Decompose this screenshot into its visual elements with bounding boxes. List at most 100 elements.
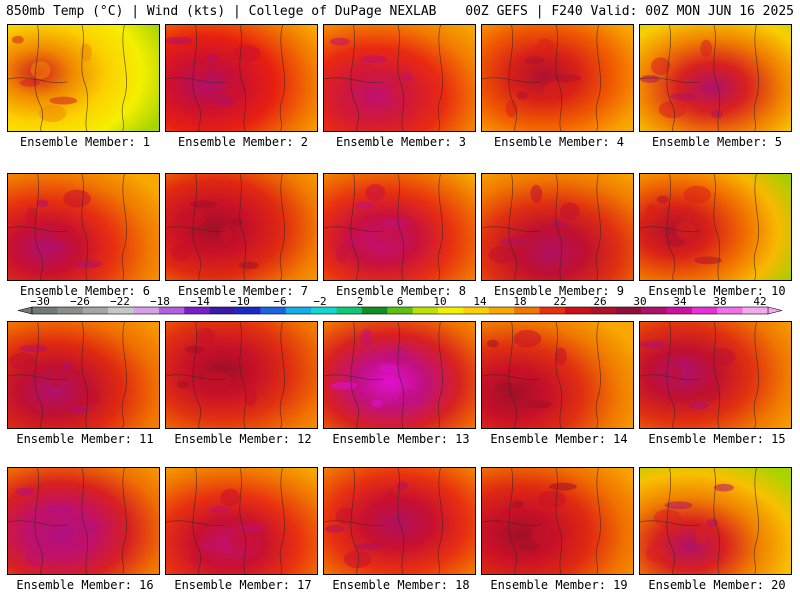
contour-line: [350, 322, 360, 428]
contour-line: [595, 322, 601, 428]
colorbar-tick-label: 26: [593, 297, 606, 308]
temperature-field-map: [166, 174, 317, 280]
contour-line: [508, 174, 518, 280]
contour-line: [279, 468, 285, 574]
temperature-field-map: [324, 174, 475, 280]
contour-line: [437, 25, 443, 131]
contour-line: [121, 468, 127, 574]
colorbar-tick-label: 2: [357, 297, 364, 308]
ensemble-panel-10: [639, 173, 792, 281]
colorbar-tick-label: 14: [473, 297, 487, 308]
ensemble-member-label: Ensemble Member: 19: [490, 578, 628, 592]
temperature-colorbar: −30 −26 −22 −18 −14 −10 −6 −2 2 6 10 14 18 22 26 30 34 38…: [17, 297, 783, 315]
contour-line: [239, 468, 247, 574]
ensemble-panel-1: [7, 24, 160, 132]
temperature-field-map: [482, 468, 633, 574]
temperature-field-map: [8, 25, 159, 131]
contour-line: [666, 322, 676, 428]
ensemble-panel-17: [165, 467, 318, 575]
temperature-field-map: [482, 174, 633, 280]
colorbar-swatch: [564, 307, 591, 314]
contour-line: [324, 374, 384, 381]
colorbar-tick-label: −18: [150, 297, 170, 308]
colorbar-swatch: [57, 307, 84, 314]
colorbar-swatch: [336, 307, 363, 314]
contour-line: [555, 174, 563, 280]
contour-line: [239, 25, 247, 131]
contour-line: [397, 468, 405, 574]
contour-line: [166, 520, 226, 527]
ensemble-member-label: Ensemble Member: 14: [490, 432, 628, 446]
colorbar-swatch: [514, 307, 540, 314]
ensemble-member-label: Ensemble Member: 1: [19, 135, 151, 149]
contour-line: [121, 174, 127, 280]
colorbar-high-extend: [767, 306, 783, 315]
contour-line: [324, 226, 384, 233]
contour-line: [595, 25, 601, 131]
ensemble-member-label: Ensemble Member: 20: [648, 578, 786, 592]
colorbar-swatch: [742, 307, 769, 314]
temperature-field-map: [482, 322, 633, 428]
temperature-field-map: [324, 25, 475, 131]
contour-line: [640, 226, 700, 233]
colorbar-swatch: [412, 307, 439, 314]
contour-line: [482, 520, 542, 527]
temperature-field-map: [166, 25, 317, 131]
colorbar-swatch: [488, 307, 515, 314]
contour-line: [437, 322, 443, 428]
colorbar-tick-label: −26: [70, 297, 90, 308]
ensemble-member-label: Ensemble Member: 2: [177, 135, 309, 149]
colorbar-swatch: [615, 307, 642, 314]
temperature-field-map: [324, 468, 475, 574]
ensemble-panel-12: [165, 321, 318, 429]
contour-line: [397, 25, 405, 131]
ensemble-member-label: Ensemble Member: 10: [648, 284, 786, 298]
ensemble-panel-8: [323, 173, 476, 281]
contour-line: [482, 77, 542, 84]
contour-line: [8, 374, 68, 381]
contour-line: [666, 468, 676, 574]
ensemble-member-label: Ensemble Member: 7: [177, 284, 309, 298]
contour-line: [508, 322, 518, 428]
contour-line: [166, 77, 226, 84]
contour-line: [595, 468, 601, 574]
temperature-field-map: [166, 322, 317, 428]
contour-line: [508, 468, 518, 574]
colorbar-swatch: [209, 307, 236, 314]
ensemble-member-label: Ensemble Member: 15: [648, 432, 786, 446]
ensemble-member-label: Ensemble Member: 9: [493, 284, 625, 298]
ensemble-member-label: Ensemble Member: 18: [332, 578, 470, 592]
contour-line: [34, 468, 44, 574]
contour-line: [279, 174, 285, 280]
ensemble-member-label: Ensemble Member: 3: [335, 135, 467, 149]
contour-line: [595, 174, 601, 280]
contour-line: [166, 374, 226, 381]
contour-line: [34, 174, 44, 280]
colorbar-tick-label: 30: [633, 297, 646, 308]
colorbar-tick-label: −22: [110, 297, 130, 308]
contour-line: [239, 322, 247, 428]
colorbar-swatch: [387, 307, 413, 314]
colorbar-swatch: [361, 307, 388, 314]
ensemble-panel-13: [323, 321, 476, 429]
contour-line: [81, 468, 89, 574]
contour-line: [81, 174, 89, 280]
contour-line: [508, 25, 518, 131]
contour-line: [81, 322, 89, 428]
contour-line: [713, 25, 721, 131]
contour-line: [8, 226, 68, 233]
colorbar-swatch: [463, 307, 490, 314]
colorbar-swatch: [82, 307, 109, 314]
contour-line: [192, 174, 202, 280]
contour-line: [121, 25, 127, 131]
colorbar-swatch: [666, 307, 693, 314]
contour-line: [166, 226, 226, 233]
colorbar-swatch: [158, 307, 185, 314]
colorbar-swatch: [311, 307, 337, 314]
colorbar-tick-label: −30: [30, 297, 50, 308]
ensemble-member-label: Ensemble Member: 11: [16, 432, 154, 446]
colorbar-tick-label: −2: [313, 297, 326, 308]
contour-line: [350, 468, 360, 574]
ensemble-member-label: Ensemble Member: 4: [493, 135, 625, 149]
contour-line: [437, 468, 443, 574]
